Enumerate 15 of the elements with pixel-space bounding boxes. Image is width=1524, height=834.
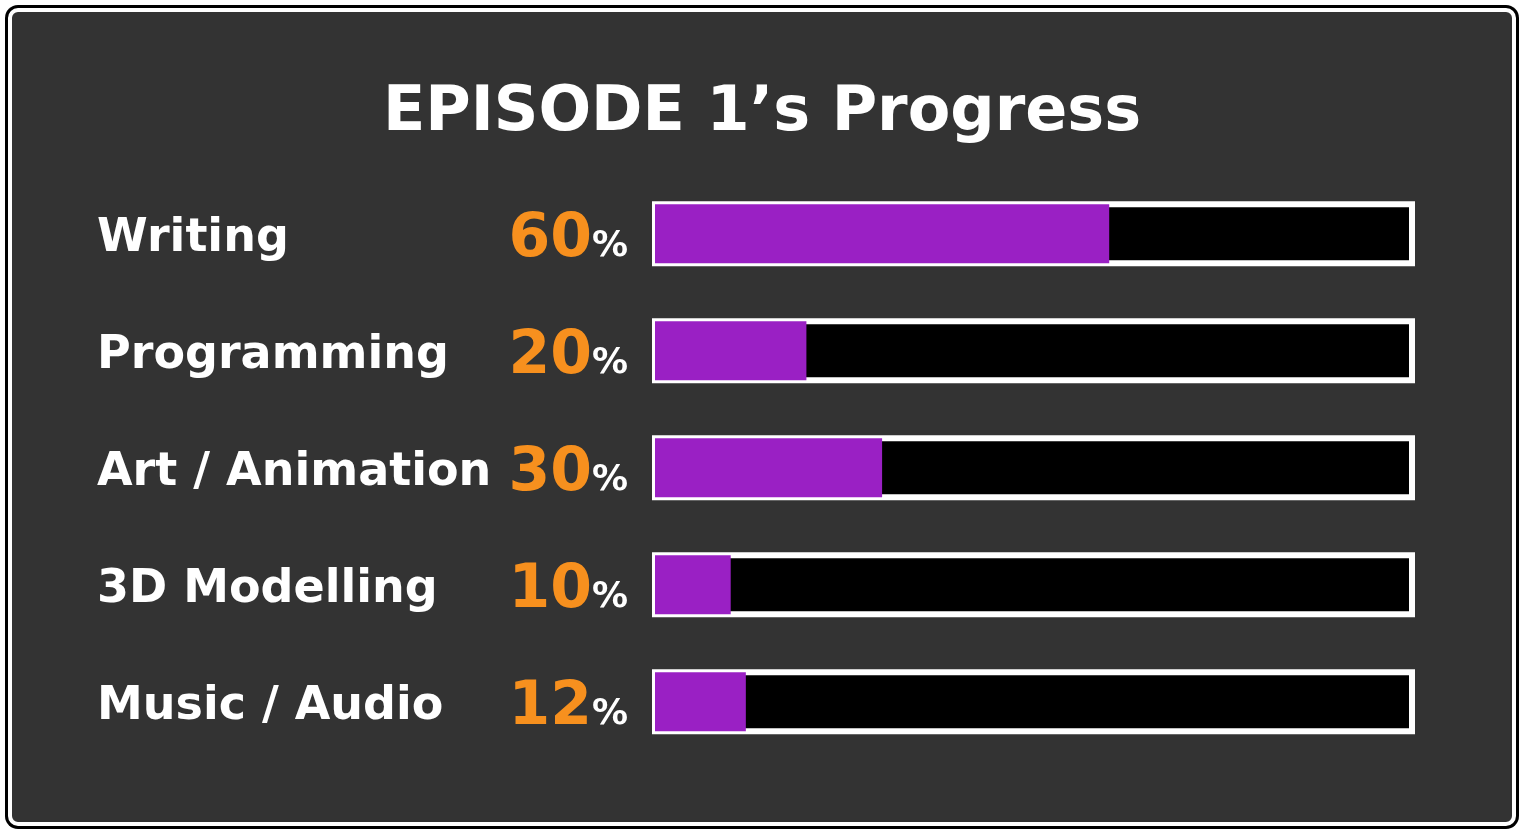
bar xyxy=(655,438,883,498)
chart-title: EPISODE 1’s Progress xyxy=(381,72,1143,145)
data-label: 30% xyxy=(508,433,628,504)
data-label: 12% xyxy=(508,667,628,738)
data-label: 20% xyxy=(508,316,628,387)
y-tick-label: Writing xyxy=(97,207,289,262)
bar xyxy=(655,555,731,615)
y-tick-label: 3D Modelling xyxy=(97,558,438,613)
data-label: 10% xyxy=(508,550,628,621)
data-label: 60% xyxy=(508,199,628,270)
y-tick-label: Programming xyxy=(97,324,449,379)
bar xyxy=(655,321,807,381)
y-tick-label: Music / Audio xyxy=(97,675,444,730)
bar xyxy=(655,672,746,732)
y-tick-label: Art / Animation xyxy=(97,441,492,496)
